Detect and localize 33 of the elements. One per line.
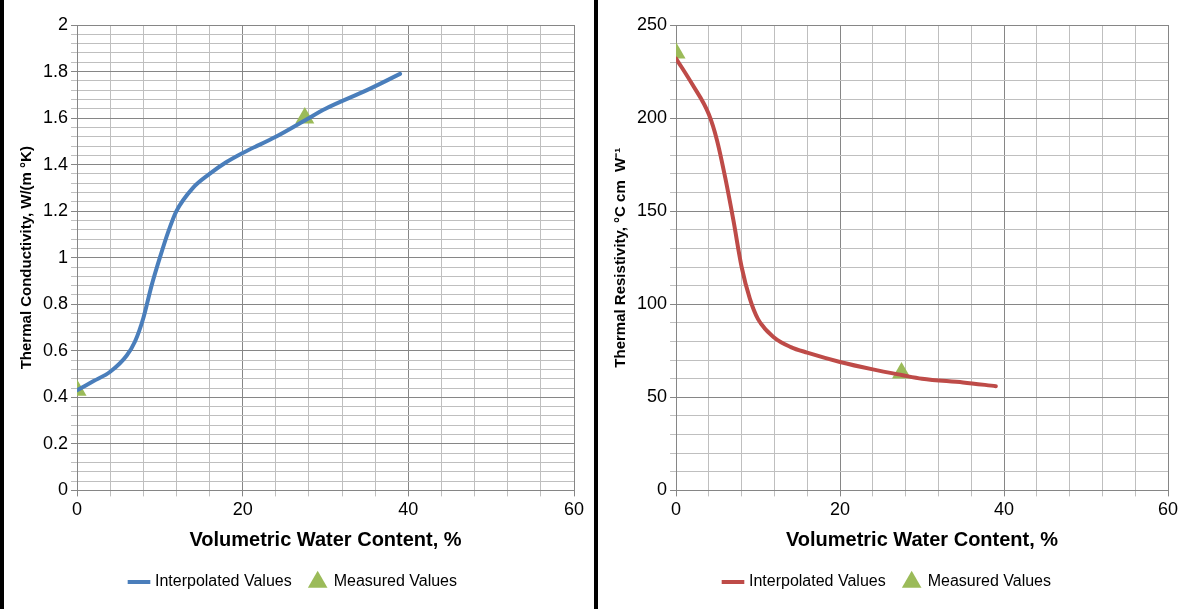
x-axis-title: Volumetric Water Content, % bbox=[785, 527, 1059, 550]
y-tick-label: 1.6 bbox=[42, 107, 69, 128]
legend-label: Measured Values bbox=[333, 572, 458, 590]
legend-label: Measured Values bbox=[927, 572, 1052, 590]
x-tick-label: 0 bbox=[671, 499, 682, 520]
y-tick-label: 0 bbox=[657, 479, 668, 500]
x-axis-title: Volumetric Water Content, % bbox=[189, 527, 462, 550]
x-tick-label: 0 bbox=[72, 499, 83, 520]
y-tick-label: 50 bbox=[647, 386, 668, 407]
legend-label: Interpolated Values bbox=[154, 572, 292, 590]
y-tick-label: 150 bbox=[636, 200, 668, 221]
y-tick-label: 0.2 bbox=[42, 432, 69, 453]
y-tick-label: 250 bbox=[636, 13, 668, 34]
y-tick-label: 0.8 bbox=[42, 293, 69, 314]
y-tick-label: 1.8 bbox=[42, 60, 69, 81]
y-tick-label: 1.2 bbox=[42, 200, 69, 221]
legend-label: Interpolated Values bbox=[748, 572, 886, 590]
y-tick-label: 0.4 bbox=[42, 386, 69, 407]
y-tick-label: 200 bbox=[636, 107, 668, 128]
y-tick-label: 1 bbox=[58, 246, 69, 267]
y-tick-label: 1.4 bbox=[42, 153, 69, 174]
y-tick-label: 0.6 bbox=[42, 339, 69, 360]
x-tick-label: 20 bbox=[830, 499, 851, 520]
x-tick-label: 40 bbox=[398, 499, 419, 520]
x-tick-label: 40 bbox=[994, 499, 1015, 520]
y-axis-title: Thermal Resistivity, °C cm W⁻¹ bbox=[611, 147, 629, 368]
y-tick-label: 100 bbox=[636, 293, 668, 314]
x-tick-label: 60 bbox=[1157, 499, 1179, 520]
y-tick-label: 0 bbox=[58, 479, 69, 500]
y-tick-label: 2 bbox=[58, 13, 69, 34]
y-axis-title: Thermal Conductivity, W/(m °K) bbox=[17, 146, 35, 370]
x-tick-label: 60 bbox=[563, 499, 585, 520]
x-tick-label: 20 bbox=[232, 499, 253, 520]
